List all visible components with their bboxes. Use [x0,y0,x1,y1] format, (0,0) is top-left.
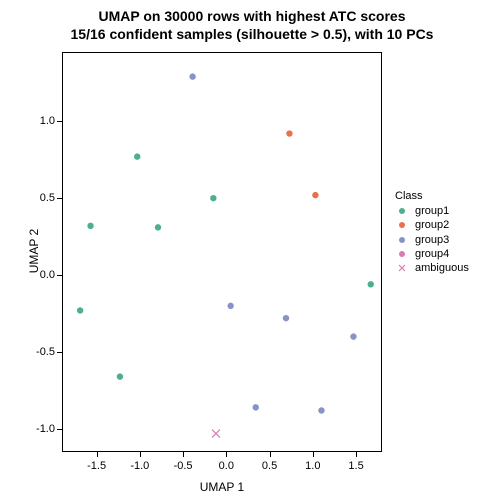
data-point [210,195,216,201]
data-point [283,315,289,321]
data-point [227,303,233,309]
data-point [312,192,318,198]
data-point [286,130,292,136]
data-point [253,404,259,410]
data-point [350,333,356,339]
data-point [189,73,195,79]
data-point [77,307,83,313]
data-point [134,153,140,159]
scatter-layer [0,0,504,504]
data-point [318,407,324,413]
data-point [212,430,220,438]
data-point [368,281,374,287]
data-point [87,223,93,229]
data-point [117,373,123,379]
data-point [155,224,161,230]
chart-container: UMAP on 30000 rows with highest ATC scor… [0,0,504,504]
